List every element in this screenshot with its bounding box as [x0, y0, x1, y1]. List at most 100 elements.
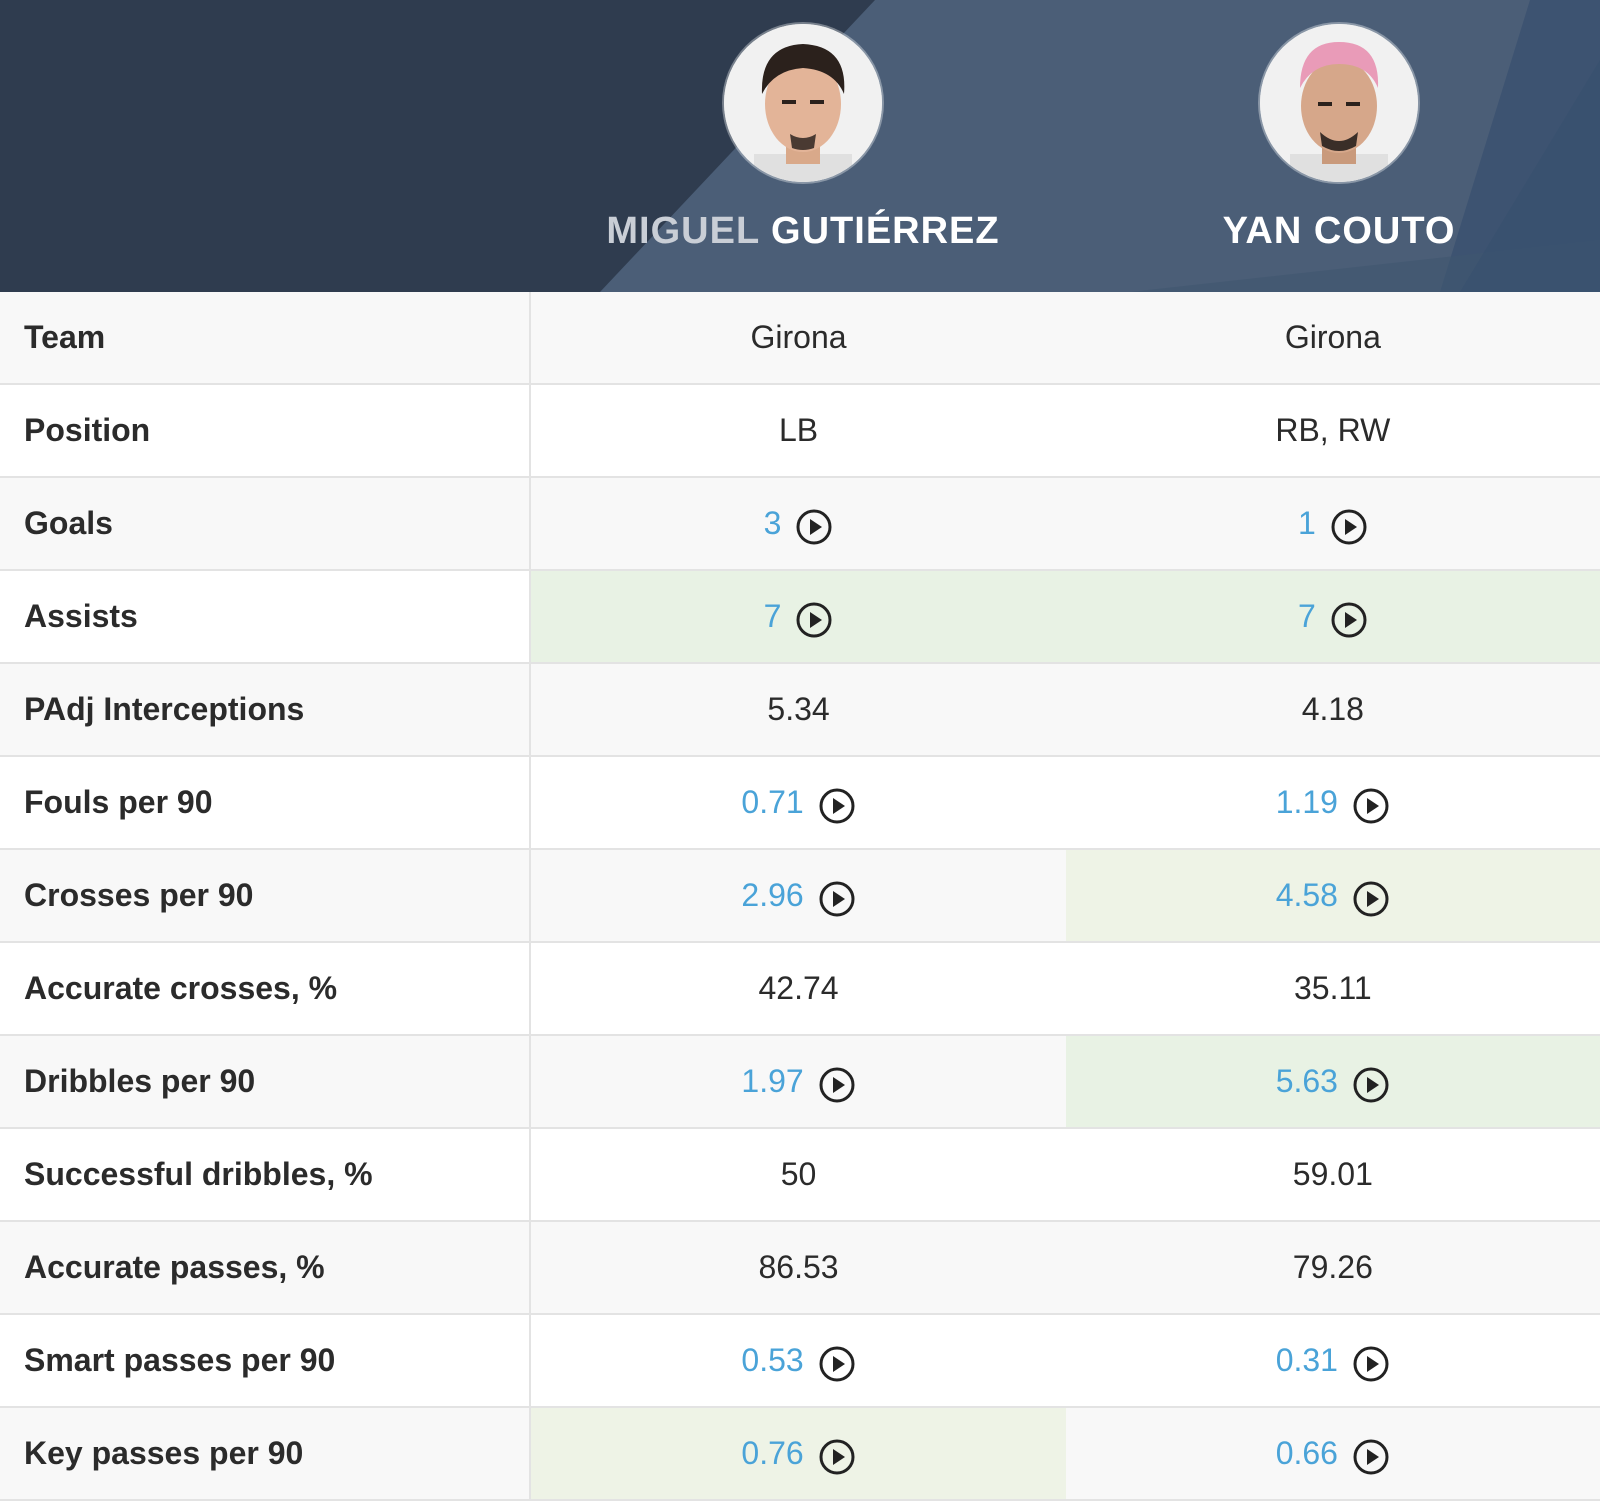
- stat-value-link[interactable]: 2.96: [741, 877, 804, 913]
- stat-label: Smart passes per 90: [0, 1315, 532, 1406]
- stat-value-link[interactable]: 7: [763, 598, 782, 634]
- play-circle-icon[interactable]: [1330, 601, 1368, 639]
- player-two-name[interactable]: YAN COUTO: [1071, 210, 1600, 253]
- stat-value-player-1: Girona: [531, 292, 1065, 383]
- stat-value-link[interactable]: 0.31: [1275, 1342, 1338, 1378]
- play-circle-icon[interactable]: [1352, 1438, 1390, 1476]
- play-circle-icon[interactable]: [1352, 1066, 1390, 1104]
- play-circle-icon[interactable]: [818, 1066, 856, 1104]
- stat-value-player-2: 35.11: [1066, 943, 1600, 1034]
- stat-value-player-1: 0.53: [531, 1315, 1065, 1406]
- stat-value-player-2: 1: [1066, 478, 1600, 569]
- stat-value-text: Girona: [1284, 319, 1381, 355]
- stat-value-text: 59.01: [1292, 1156, 1373, 1192]
- stat-value-text: RB, RW: [1275, 412, 1391, 448]
- player-two-last-name: COUTO: [1313, 210, 1456, 252]
- play-circle-icon[interactable]: [1330, 508, 1368, 546]
- player-two-avatar[interactable]: [1260, 24, 1418, 182]
- stat-value-link[interactable]: 1: [1297, 505, 1316, 541]
- stat-value-player-2: 79.26: [1066, 1222, 1600, 1313]
- player-two-first-name: YAN: [1222, 210, 1303, 252]
- stat-value-player-2: 4.58: [1065, 850, 1600, 941]
- play-circle-icon[interactable]: [795, 508, 833, 546]
- player-one-name[interactable]: MIGUEL GUTIÉRREZ: [535, 210, 1071, 253]
- play-circle-icon[interactable]: [1352, 880, 1390, 918]
- stat-label: Goals: [0, 478, 532, 569]
- stats-table: Team Girona Girona Position LB RB, RW Goals 3 1 A…: [0, 292, 1600, 1501]
- stat-label: Crosses per 90: [0, 850, 532, 941]
- stat-value-player-2: 0.31: [1066, 1315, 1600, 1406]
- stat-value-player-2: Girona: [1066, 292, 1600, 383]
- stat-row: Team Girona Girona: [0, 292, 1600, 385]
- stat-value-link[interactable]: 1.19: [1275, 784, 1338, 820]
- play-circle-icon[interactable]: [1352, 787, 1390, 825]
- stat-value-link[interactable]: 3: [763, 505, 782, 541]
- stat-row: Fouls per 90 0.71 1.19: [0, 757, 1600, 850]
- face-icon: [724, 24, 882, 182]
- stat-value-link[interactable]: 4.58: [1275, 877, 1338, 913]
- player-one-avatar[interactable]: [724, 24, 882, 182]
- stat-row: Successful dribbles, % 50 59.01: [0, 1129, 1600, 1222]
- stat-value-player-1: 0.76: [531, 1408, 1066, 1499]
- stat-value-player-2: 4.18: [1066, 664, 1600, 755]
- stat-value-link[interactable]: 0.71: [741, 784, 804, 820]
- stat-row: Accurate passes, % 86.53 79.26: [0, 1222, 1600, 1315]
- stat-label: Key passes per 90: [0, 1408, 532, 1499]
- stat-value-player-2: 59.01: [1066, 1129, 1600, 1220]
- play-circle-icon[interactable]: [818, 880, 856, 918]
- stat-value-text: 4.18: [1301, 691, 1364, 727]
- stat-row: Position LB RB, RW: [0, 385, 1600, 478]
- stat-value-player-1: 1.97: [531, 1036, 1065, 1127]
- stat-value-text: 86.53: [758, 1249, 839, 1285]
- stat-label: Position: [0, 385, 532, 476]
- stat-value-link[interactable]: 1.97: [741, 1063, 804, 1099]
- stat-value-player-1: 3: [531, 478, 1065, 569]
- stat-row: Assists 7 7: [0, 571, 1600, 664]
- comparison-header: MIGUEL GUTIÉRREZ YAN COUTO: [0, 0, 1600, 292]
- stat-value-player-2: 7: [1065, 571, 1600, 662]
- stat-value-player-1: 0.71: [531, 757, 1065, 848]
- stat-value-player-2: 1.19: [1066, 757, 1600, 848]
- stat-label: PAdj Interceptions: [0, 664, 532, 755]
- stat-value-text: 5.34: [767, 691, 830, 727]
- play-circle-icon[interactable]: [795, 601, 833, 639]
- stat-label: Accurate crosses, %: [0, 943, 532, 1034]
- stat-value-player-1: 2.96: [531, 850, 1065, 941]
- stat-value-link[interactable]: 0.76: [741, 1435, 804, 1471]
- stat-value-player-1: 86.53: [531, 1222, 1065, 1313]
- stat-value-text: Girona: [750, 319, 847, 355]
- stat-row: Smart passes per 90 0.53 0.31: [0, 1315, 1600, 1408]
- stat-value-link[interactable]: 0.53: [741, 1342, 804, 1378]
- stat-value-link[interactable]: 5.63: [1275, 1063, 1338, 1099]
- stat-value-text: LB: [778, 412, 819, 448]
- stat-value-player-1: 7: [531, 571, 1066, 662]
- stat-label: Fouls per 90: [0, 757, 532, 848]
- stat-row: Accurate crosses, % 42.74 35.11: [0, 943, 1600, 1036]
- stat-value-link[interactable]: 0.66: [1275, 1435, 1338, 1471]
- stat-row: PAdj Interceptions 5.34 4.18: [0, 664, 1600, 757]
- face-icon: [1260, 24, 1418, 182]
- player-one-first-name: MIGUEL: [606, 210, 760, 252]
- stat-value-player-1: 5.34: [531, 664, 1065, 755]
- stat-value-link[interactable]: 7: [1297, 598, 1316, 634]
- player-one-last-name: GUTIÉRREZ: [771, 210, 1000, 252]
- stat-label: Accurate passes, %: [0, 1222, 532, 1313]
- stat-value-player-2: 0.66: [1066, 1408, 1600, 1499]
- stat-row: Key passes per 90 0.76 0.66: [0, 1408, 1600, 1501]
- stat-value-player-1: LB: [531, 385, 1065, 476]
- play-circle-icon[interactable]: [1352, 1345, 1390, 1383]
- stat-value-player-2: RB, RW: [1066, 385, 1600, 476]
- stat-value-text: 79.26: [1292, 1249, 1373, 1285]
- player-one-header: MIGUEL GUTIÉRREZ: [535, 24, 1071, 253]
- play-circle-icon[interactable]: [818, 1438, 856, 1476]
- stat-row: Crosses per 90 2.96 4.58: [0, 850, 1600, 943]
- play-circle-icon[interactable]: [818, 787, 856, 825]
- stat-value-player-1: 42.74: [531, 943, 1065, 1034]
- player-two-header: YAN COUTO: [1071, 24, 1600, 253]
- stat-label: Successful dribbles, %: [0, 1129, 532, 1220]
- stat-label: Team: [0, 292, 532, 383]
- play-circle-icon[interactable]: [818, 1345, 856, 1383]
- stat-value-text: 35.11: [1293, 970, 1372, 1006]
- stat-value-player-1: 50: [531, 1129, 1065, 1220]
- stat-value-text: 50: [780, 1156, 817, 1192]
